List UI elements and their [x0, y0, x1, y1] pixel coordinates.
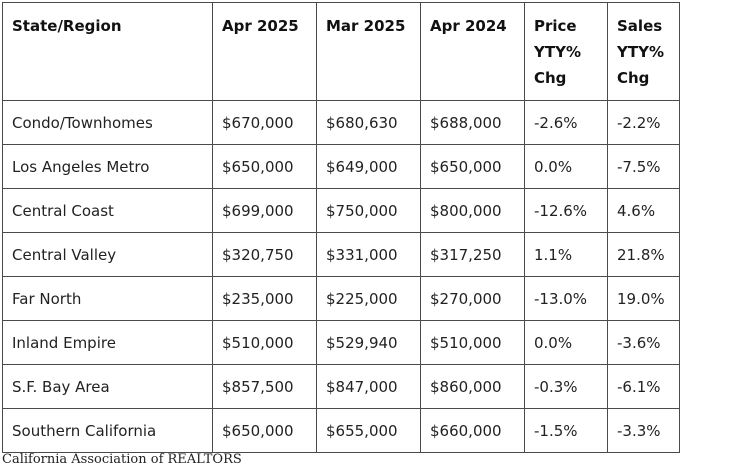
header-price-line-2: YTY%	[534, 43, 581, 61]
cell-price-yty-chg: 1.1%	[524, 232, 608, 277]
cell-mar-2025: $529,940	[316, 320, 421, 365]
header-price-line-1: Price	[534, 17, 577, 35]
cell-apr-2025: $510,000	[212, 320, 317, 365]
table-row: Condo/Townhomes $670,000 $680,630 $688,000-…	[2, 100, 680, 145]
cell-region: Central Valley	[2, 232, 213, 277]
cell-sales-yty-chg: -3.3%	[607, 408, 680, 453]
cell-price-yty-chg: -1.5%	[524, 408, 608, 453]
cell-mar-2025: $750,000	[316, 188, 421, 233]
header-sales-line-2: YTY%	[617, 43, 664, 61]
cell-region: Condo/Townhomes	[2, 100, 213, 145]
median-price-table-container: State/Region Apr 2025 Mar 2025 Apr 2024 …	[2, 2, 680, 453]
cell-apr-2025: $857,500	[212, 364, 317, 409]
cell-apr-2025: $235,000	[212, 276, 317, 321]
cell-apr-2024: $317,250	[420, 232, 525, 277]
header-region: State/Region	[2, 2, 213, 101]
table-row: Southern California $650,000 $655,000 $660,…	[2, 408, 680, 453]
header-apr-2025: Apr 2025	[212, 2, 317, 101]
header-mar-2025: Mar 2025	[316, 2, 421, 101]
cell-mar-2025: $680,630	[316, 100, 421, 145]
cell-apr-2024: $860,000	[420, 364, 525, 409]
header-apr-2024: Apr 2024	[420, 2, 525, 101]
cell-sales-yty-chg: -3.6%	[607, 320, 680, 365]
cell-sales-yty-chg: -7.5%	[607, 144, 680, 189]
cell-price-yty-chg: -0.3%	[524, 364, 608, 409]
cell-apr-2025: $699,000	[212, 188, 317, 233]
cell-region: Los Angeles Metro	[2, 144, 213, 189]
cell-price-yty-chg: -12.6%	[524, 188, 608, 233]
header-sales-line-3: Chg	[617, 69, 650, 87]
cell-price-yty-chg: 0.0%	[524, 144, 608, 189]
cell-apr-2024: $510,000	[420, 320, 525, 365]
source-caption: California Association of REALTORS	[2, 452, 242, 467]
cell-mar-2025: $847,000	[316, 364, 421, 409]
table-row: Central Coast $699,000 $750,000 $800,000 -12…	[2, 188, 680, 233]
cell-mar-2025: $649,000	[316, 144, 421, 189]
table-body: Condo/Townhomes $670,000 $680,630 $688,000-…	[2, 100, 680, 453]
table-header: State/Region Apr 2025 Mar 2025 Apr 2024 …	[2, 2, 680, 101]
cell-sales-yty-chg: -2.2%	[607, 100, 680, 145]
cell-region: Inland Empire	[2, 320, 213, 365]
cell-apr-2025: $320,750	[212, 232, 317, 277]
table-row: Central Valley $320,750 $331,000 $317,250 1.…	[2, 232, 680, 277]
cell-apr-2025: $650,000	[212, 144, 317, 189]
cell-price-yty-chg: 0.0%	[524, 320, 608, 365]
cell-apr-2025: $650,000	[212, 408, 317, 453]
cell-sales-yty-chg: 4.6%	[607, 188, 680, 233]
header-price-yty-chg: Price YTY% Chg	[524, 2, 608, 101]
cell-apr-2024: $650,000	[420, 144, 525, 189]
cell-apr-2024: $800,000	[420, 188, 525, 233]
cell-price-yty-chg: -2.6%	[524, 100, 608, 145]
table-row: Far North $235,000 $225,000 $270,000 -13.0% 1…	[2, 276, 680, 321]
cell-sales-yty-chg: 19.0%	[607, 276, 680, 321]
cell-apr-2025: $670,000	[212, 100, 317, 145]
cell-price-yty-chg: -13.0%	[524, 276, 608, 321]
cell-region: Far North	[2, 276, 213, 321]
median-price-table: State/Region Apr 2025 Mar 2025 Apr 2024 …	[2, 2, 680, 453]
cell-region: S.F. Bay Area	[2, 364, 213, 409]
cell-region: Southern California	[2, 408, 213, 453]
cell-apr-2024: $688,000	[420, 100, 525, 145]
header-sales-line-1: Sales	[617, 17, 663, 35]
cell-mar-2025: $225,000	[316, 276, 421, 321]
cell-mar-2025: $331,000	[316, 232, 421, 277]
cell-apr-2024: $660,000	[420, 408, 525, 453]
header-row: State/Region Apr 2025 Mar 2025 Apr 2024 …	[2, 2, 680, 101]
table-row: Los Angeles Metro $650,000 $649,000 $650,00…	[2, 144, 680, 189]
header-sales-yty-chg: Sales YTY% Chg	[607, 2, 680, 101]
table-row: Inland Empire $510,000 $529,940 $510,000 0.0…	[2, 320, 680, 365]
cell-sales-yty-chg: 21.8%	[607, 232, 680, 277]
cell-sales-yty-chg: -6.1%	[607, 364, 680, 409]
header-price-line-3: Chg	[534, 69, 567, 87]
table-row: S.F. Bay Area $857,500 $847,000 $860,000 -0.…	[2, 364, 680, 409]
cell-region: Central Coast	[2, 188, 213, 233]
cell-mar-2025: $655,000	[316, 408, 421, 453]
cell-apr-2024: $270,000	[420, 276, 525, 321]
